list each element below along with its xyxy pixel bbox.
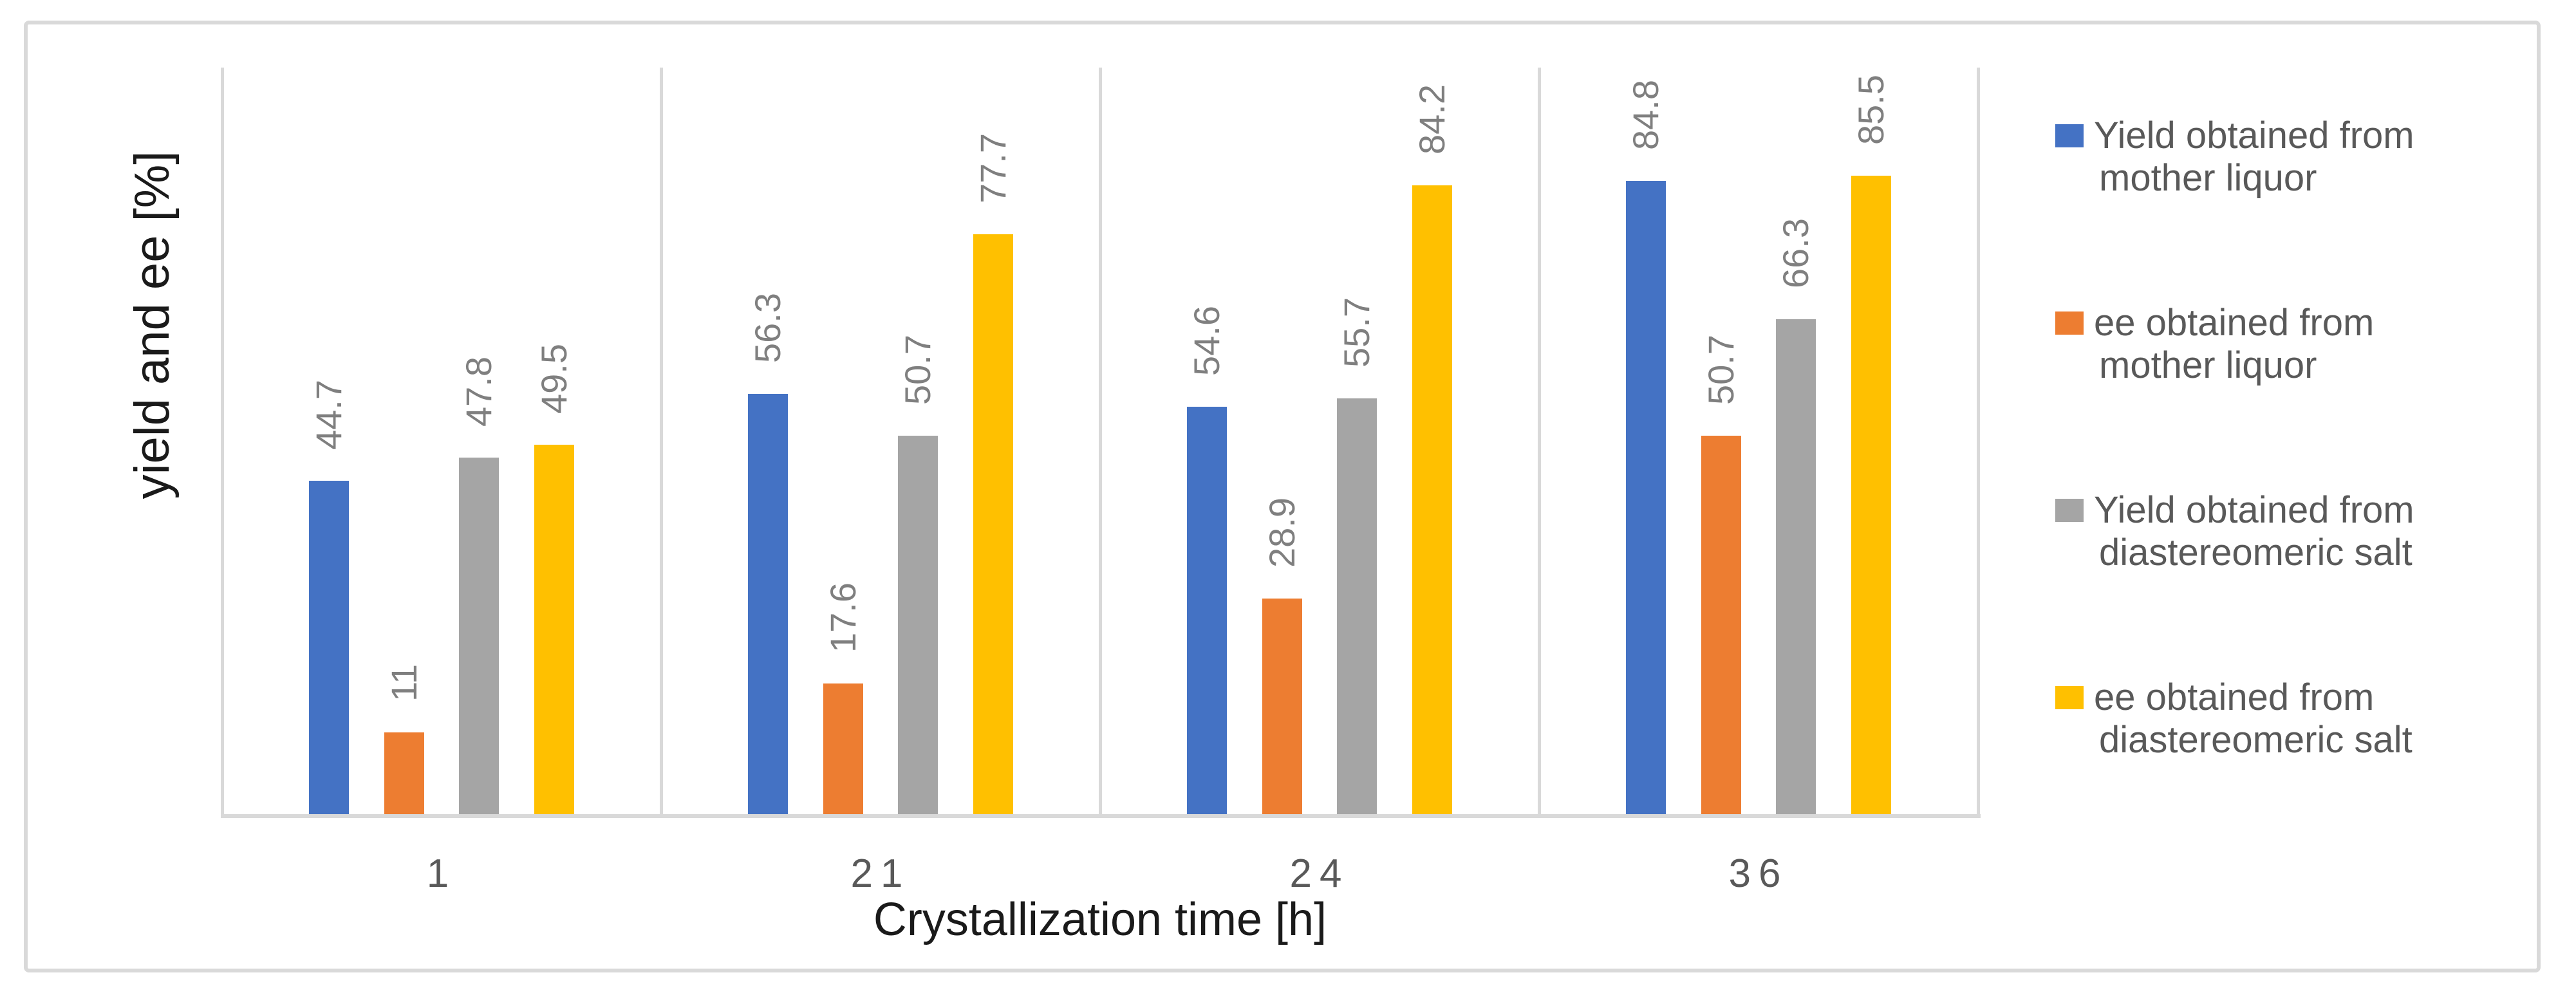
plot-area: 44.7 11 47.8 49.5 56.3 17.6 50.7 77.7 54.6 28.9 55… bbox=[221, 68, 1980, 815]
legend-swatch bbox=[2055, 499, 2084, 522]
legend-swatch bbox=[2055, 311, 2084, 335]
bar-data-label: 84.2 bbox=[1411, 84, 1452, 155]
legend-label: Yield obtained from diastereomeric salt bbox=[2094, 489, 2414, 573]
x-axis-title: Crystallization time [h] bbox=[873, 894, 1327, 945]
bar-data-label: 47.8 bbox=[458, 357, 499, 427]
vertical-gridline bbox=[221, 68, 224, 815]
category-label: 21 bbox=[850, 851, 911, 896]
bar-data-label: 44.7 bbox=[308, 380, 350, 451]
x-axis-line bbox=[221, 814, 1981, 818]
bar-data-label: 55.7 bbox=[1336, 297, 1377, 368]
bar-data-label: 85.5 bbox=[1850, 75, 1891, 145]
vertical-gridline bbox=[1099, 68, 1102, 815]
bar bbox=[459, 458, 499, 815]
bar-data-label: 56.3 bbox=[747, 293, 789, 364]
legend-label: Yield obtained from mother liquor bbox=[2094, 115, 2414, 199]
bar bbox=[823, 683, 863, 815]
category-label: 24 bbox=[1289, 851, 1350, 896]
bar bbox=[309, 481, 350, 815]
category-label: 1 bbox=[426, 851, 457, 896]
legend-swatch bbox=[2055, 124, 2084, 147]
bar bbox=[1626, 181, 1666, 815]
bar bbox=[1262, 599, 1302, 815]
legend-label: ee obtained from mother liquor bbox=[2094, 302, 2375, 386]
bar bbox=[1776, 319, 1816, 815]
bar bbox=[1851, 176, 1891, 815]
bar-data-label: 77.7 bbox=[972, 133, 1013, 203]
bar-data-label: 50.7 bbox=[1700, 335, 1741, 405]
bar bbox=[1337, 398, 1377, 815]
bar-data-label: 49.5 bbox=[533, 344, 574, 414]
bar bbox=[1187, 407, 1227, 815]
bar bbox=[973, 234, 1013, 815]
bar bbox=[898, 436, 938, 815]
bar-data-label: 54.6 bbox=[1186, 306, 1227, 376]
bar-data-label: 50.7 bbox=[897, 335, 938, 405]
category-label: 36 bbox=[1728, 851, 1789, 896]
bar-data-label: 11 bbox=[383, 664, 424, 702]
y-axis-title: yield and ee [%] bbox=[125, 151, 180, 499]
bar-data-label: 66.3 bbox=[1775, 218, 1816, 289]
bar bbox=[534, 445, 574, 815]
vertical-gridline bbox=[1538, 68, 1541, 815]
bar bbox=[384, 732, 424, 815]
vertical-gridline bbox=[1977, 68, 1980, 815]
vertical-gridline bbox=[660, 68, 663, 815]
bar-data-label: 28.9 bbox=[1261, 497, 1302, 568]
legend-label: ee obtained from diastereomeric salt bbox=[2094, 676, 2413, 761]
bar-data-label: 17.6 bbox=[822, 582, 863, 653]
bar bbox=[1701, 436, 1741, 815]
bar-data-label: 84.8 bbox=[1625, 80, 1666, 151]
bar bbox=[1412, 185, 1452, 815]
bar bbox=[748, 394, 789, 815]
legend: Yield obtained from mother liquor ee obtai… bbox=[2028, 0, 2543, 1004]
legend-swatch bbox=[2055, 686, 2084, 709]
